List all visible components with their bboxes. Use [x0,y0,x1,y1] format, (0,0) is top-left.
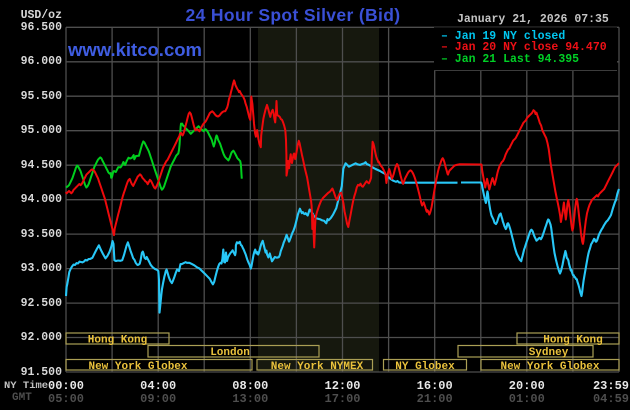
svg-text:New York NYMEX: New York NYMEX [271,361,364,373]
svg-text:NY Globex: NY Globex [395,361,455,373]
svg-text:London: London [210,347,250,359]
svg-text:Hong Kong: Hong Kong [88,335,147,347]
svg-text:New York Globex: New York Globex [88,361,187,373]
svg-text:Sydney: Sydney [529,347,569,359]
svg-text:Hong Kong: Hong Kong [543,335,602,347]
svg-text:New York Globex: New York Globex [500,361,599,373]
